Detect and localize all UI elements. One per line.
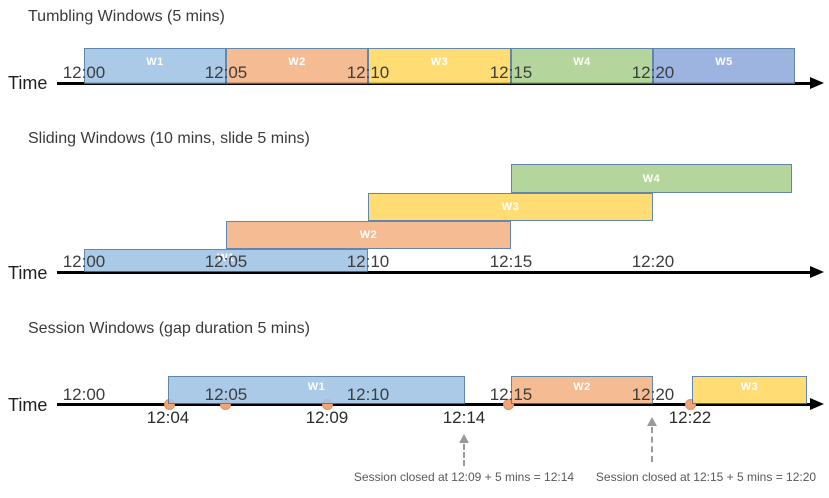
- tumbling-window-w4-label: W4: [573, 56, 591, 68]
- session-annotation-1: Session closed at 12:09 + 5 mins = 12:14: [353, 470, 575, 484]
- session-event-dot-1222: [685, 399, 696, 410]
- session-close-arrow-2: [651, 427, 653, 462]
- session-event-label-1214: 12:14: [442, 408, 486, 427]
- tumbling-window-w2: W2: [226, 48, 368, 84]
- sliding-tick-1215: 12:15: [489, 252, 533, 271]
- sliding-window-w2-label: W2: [359, 229, 378, 241]
- session-tick-1220: 12:20: [631, 385, 675, 404]
- tumbling-tick-1210: 12:10: [346, 63, 390, 82]
- session-close-arrow-2-head-icon: [647, 417, 657, 426]
- session-event-dot-1215: [503, 399, 514, 410]
- session-event-label-1209: 12:09: [305, 408, 349, 427]
- session-tick-1210: 12:10: [346, 385, 390, 404]
- sliding-window-w1: W1: [84, 249, 368, 272]
- session-event-label-1222: 12:22: [668, 408, 712, 427]
- sliding-window-w3-label: W3: [501, 201, 520, 213]
- session-timeline: [57, 403, 812, 406]
- session-window-w1-label: W1: [307, 381, 326, 393]
- session-timeline-arrowhead-icon: [810, 398, 824, 410]
- sliding-tick-1205: 12:05: [204, 252, 248, 271]
- sliding-window-w4: W4: [511, 164, 792, 193]
- sliding-time-label: Time: [8, 263, 48, 283]
- tumbling-window-w5-label: W5: [715, 56, 733, 68]
- tumbling-window-w2-label: W2: [288, 56, 306, 68]
- sliding-tick-1220: 12:20: [631, 252, 675, 271]
- sliding-tick-1210: 12:10: [346, 252, 390, 271]
- tumbling-window-w5: W5: [653, 48, 795, 84]
- session-tick-1215: 12:15: [489, 385, 533, 404]
- sliding-title: Sliding Windows (10 mins, slide 5 mins): [28, 130, 310, 147]
- sliding-window-w1-label: W1: [217, 252, 235, 264]
- tumbling-tick-1200: 12:00: [62, 63, 106, 82]
- sliding-window-w2: W2: [226, 221, 511, 249]
- tumbling-window-w1: W1: [84, 48, 226, 84]
- sliding-timeline: [57, 271, 812, 274]
- session-tick-1200: 12:00: [62, 385, 106, 404]
- session-close-arrow-1-head-icon: [459, 434, 469, 443]
- session-window-w2-label: W2: [573, 381, 591, 393]
- sliding-tick-1200: 12:00: [62, 252, 106, 271]
- session-window-w3-label: W3: [740, 381, 759, 393]
- session-close-arrow-1: [463, 444, 465, 466]
- tumbling-tick-1215: 12:15: [489, 63, 533, 82]
- tumbling-time-label: Time: [8, 73, 48, 93]
- session-tick-1205: 12:05: [204, 385, 248, 404]
- session-time-label: Time: [8, 395, 48, 415]
- tumbling-window-w3-label: W3: [430, 56, 449, 68]
- tumbling-window-w3: W3: [368, 48, 511, 84]
- tumbling-tick-1220: 12:20: [631, 63, 675, 82]
- session-title: Session Windows (gap duration 5 mins): [28, 320, 310, 337]
- session-window-w2: W2: [511, 376, 653, 404]
- tumbling-window-w4: W4: [511, 48, 653, 84]
- tumbling-timeline-arrowhead-icon: [810, 77, 824, 89]
- session-window-w1: W1: [168, 376, 465, 404]
- sliding-window-w4-label: W4: [642, 172, 661, 185]
- session-annotation-2: Session closed at 12:15 + 5 mins = 12:20: [595, 470, 817, 484]
- tumbling-title: Tumbling Windows (5 mins): [28, 8, 225, 25]
- session-event-label-1204: 12:04: [146, 408, 190, 427]
- tumbling-window-w1-label: W1: [146, 56, 164, 68]
- session-window-w3: W3: [692, 376, 807, 404]
- sliding-window-w3: W3: [368, 193, 653, 221]
- sliding-timeline-arrowhead-icon: [810, 266, 824, 278]
- tumbling-tick-1205: 12:05: [204, 63, 248, 82]
